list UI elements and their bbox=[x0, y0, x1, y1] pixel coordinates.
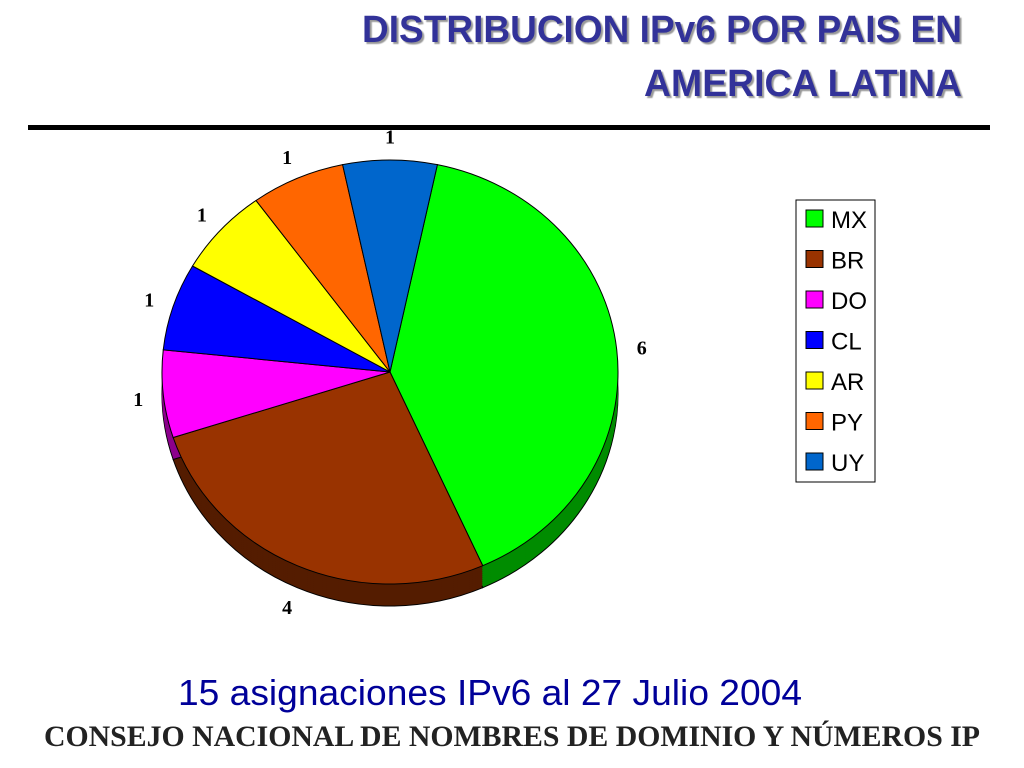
legend: MX BR DO CL AR PY UY bbox=[805, 207, 867, 477]
chart-title: DISTRIBUCION IPv6 POR PAIS EN bbox=[362, 9, 962, 51]
pie: 6 4 1 1 1 1 1 bbox=[133, 127, 646, 619]
legend-label: MX bbox=[831, 207, 867, 234]
data-label: 4 bbox=[282, 597, 292, 619]
data-label: 1 bbox=[144, 289, 154, 311]
legend-swatch bbox=[805, 412, 824, 430]
legend-swatch bbox=[805, 331, 824, 349]
legend-swatch bbox=[805, 371, 824, 390]
subtitle: 15 asignaciones IPv6 al 27 Julio 2004 bbox=[178, 672, 802, 713]
footer: CONSEJO NACIONAL DE NOMBRES DE DOMINIO Y… bbox=[44, 720, 980, 753]
legend-swatch bbox=[805, 452, 824, 471]
pie-slice bbox=[172, 371, 484, 585]
title-rule bbox=[28, 125, 990, 130]
legend-label: CL bbox=[831, 329, 862, 356]
chart-title: AMERICA LATINA bbox=[644, 63, 962, 105]
data-label: 1 bbox=[385, 127, 395, 149]
pie-slice bbox=[389, 164, 619, 567]
legend-label: AR bbox=[831, 369, 864, 396]
data-label: 1 bbox=[282, 147, 292, 169]
legend-swatch bbox=[805, 290, 824, 309]
legend-label: DO bbox=[831, 288, 867, 315]
data-label: 1 bbox=[197, 205, 207, 227]
pie-slice bbox=[341, 159, 439, 373]
legend-label: PY bbox=[831, 410, 863, 437]
legend-swatch bbox=[805, 250, 824, 268]
data-label: 6 bbox=[637, 337, 647, 359]
data-label: 1 bbox=[133, 389, 143, 411]
legend-label: UY bbox=[831, 450, 864, 477]
legend-swatch bbox=[805, 209, 824, 228]
legend-label: BR bbox=[831, 248, 864, 275]
